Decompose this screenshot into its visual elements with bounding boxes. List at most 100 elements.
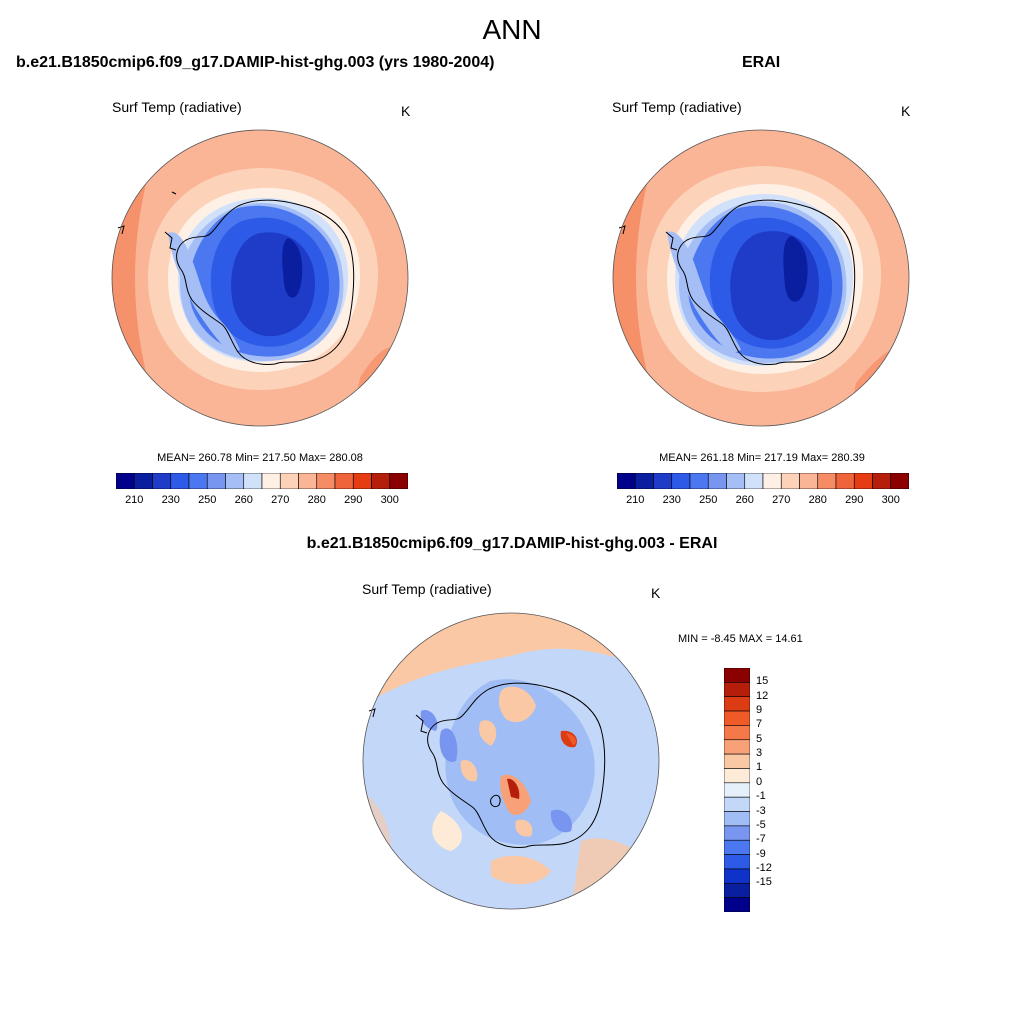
obs-colorbar-tick-label: 230: [662, 494, 681, 506]
model-colorbar-box: [170, 473, 190, 489]
model-colorbar-box: [225, 473, 245, 489]
diff-colorbar-box: [724, 796, 750, 812]
diff-colorbar-box: [724, 725, 750, 741]
obs-colorbar-box: [726, 473, 746, 489]
diff-colorbar-tick-label: 0: [756, 775, 763, 788]
obs-polar-map: [612, 129, 910, 427]
obs-variable-label: Surf Temp (radiative): [612, 99, 742, 115]
obs-colorbar-box: [617, 473, 636, 489]
model-colorbar-tick-label: 210: [125, 494, 144, 506]
model-panel-title: b.e21.B1850cmip6.f09_g17.DAMIP-hist-ghg.…: [16, 54, 495, 71]
model-colorbar-box: [188, 473, 208, 489]
model-polar-map: [111, 129, 409, 427]
diff-colorbar-box: [724, 782, 750, 798]
obs-colorbar: [617, 473, 909, 489]
diff-colorbar-box: [724, 710, 750, 726]
diff-colorbar-tick-label: -9: [756, 847, 766, 860]
model-colorbar-box: [316, 473, 336, 489]
diff-colorbar-box: [724, 682, 750, 698]
obs-colorbar-box: [890, 473, 909, 489]
obs-colorbar-labels: 210 230 250 260 270 280 290 300: [617, 494, 909, 508]
obs-panel-title: ERAI: [742, 54, 781, 71]
model-colorbar-box: [116, 473, 135, 489]
diff-colorbar-tick-label: 12: [756, 689, 769, 702]
diff-colorbar-box: [724, 739, 750, 755]
obs-colorbar-box: [853, 473, 873, 489]
diff-colorbar-tick-label: -1: [756, 790, 766, 803]
diff-colorbar-box: [724, 825, 750, 841]
model-colorbar-box: [206, 473, 226, 489]
obs-colorbar-tick-label: 210: [626, 494, 645, 506]
model-colorbar-box: [243, 473, 263, 489]
model-colorbar-tick-label: 300: [380, 494, 399, 506]
obs-colorbar-box: [872, 473, 892, 489]
model-colorbar-labels: 210 230 250 260 270 280 290 300: [116, 494, 408, 508]
obs-colorbar-box: [835, 473, 855, 489]
diff-colorbar-box: [724, 753, 750, 769]
diff-colorbar-box: [724, 854, 750, 870]
model-variable-label: Surf Temp (radiative): [112, 99, 242, 115]
diff-colorbar-tick-label: 5: [756, 732, 763, 745]
model-colorbar-box: [279, 473, 299, 489]
obs-colorbar-box: [671, 473, 691, 489]
obs-colorbar-tick-label: 250: [699, 494, 718, 506]
diff-colorbar-tick-label: 3: [756, 747, 763, 760]
model-colorbar-box: [298, 473, 318, 489]
diff-colorbar-tick-label: -7: [756, 833, 766, 846]
model-colorbar-box: [133, 473, 153, 489]
obs-colorbar-tick-label: 290: [845, 494, 864, 506]
main-title: ANN: [482, 14, 542, 45]
model-colorbar-tick-label: 230: [161, 494, 180, 506]
diff-colorbar-box: [724, 897, 750, 912]
diff-colorbar-tick-label: 7: [756, 718, 763, 731]
diff-colorbar: [724, 668, 750, 912]
model-colorbar-box: [389, 473, 408, 489]
obs-colorbar-tick-label: 260: [735, 494, 754, 506]
obs-colorbar-box: [744, 473, 764, 489]
diff-stats-label: MIN = -8.45 MAX = 14.61: [678, 633, 803, 645]
diff-colorbar-box: [724, 696, 750, 712]
obs-colorbar-box: [707, 473, 727, 489]
obs-colorbar-box: [762, 473, 782, 489]
diff-colorbar-tick-label: -15: [756, 876, 772, 889]
model-colorbar-box: [334, 473, 354, 489]
diff-polar-map: [362, 612, 660, 910]
diff-panel-title: b.e21.B1850cmip6.f09_g17.DAMIP-hist-ghg.…: [306, 535, 718, 552]
diff-colorbar-tick-label: 1: [756, 761, 763, 774]
model-colorbar-tick-label: 250: [198, 494, 217, 506]
diff-colorbar-tick-label: -12: [756, 861, 772, 874]
model-stats-label: MEAN= 260.78 Min= 217.50 Max= 280.08: [157, 452, 363, 464]
obs-stats-label: MEAN= 261.18 Min= 217.19 Max= 280.39: [659, 452, 865, 464]
diff-colorbar-tick-label: -3: [756, 804, 766, 817]
obs-colorbar-tick-label: 280: [808, 494, 827, 506]
diff-colorbar-tick-label: -5: [756, 818, 766, 831]
obs-colorbar-box: [780, 473, 800, 489]
diff-colorbar-box: [724, 868, 750, 884]
obs-colorbar-tick-label: 300: [881, 494, 900, 506]
diff-colorbar-box: [724, 668, 750, 683]
diff-units-label: K: [651, 585, 661, 601]
model-colorbar-box: [371, 473, 391, 489]
obs-colorbar-box: [817, 473, 837, 489]
model-colorbar: [116, 473, 408, 489]
diff-colorbar-box: [724, 811, 750, 827]
obs-colorbar-box: [634, 473, 654, 489]
diff-colorbar-labels: 15 12 9 7 5 3 1 0 -1 -3 -5 -7 -9 -12 -15: [756, 668, 796, 912]
diff-variable-label: Surf Temp (radiative): [362, 581, 492, 597]
obs-colorbar-box: [799, 473, 819, 489]
diff-colorbar-tick-label: 9: [756, 704, 763, 717]
model-units-label: K: [401, 103, 411, 119]
obs-colorbar-tick-label: 270: [772, 494, 791, 506]
obs-units-label: K: [901, 103, 911, 119]
model-colorbar-box: [352, 473, 372, 489]
model-colorbar-tick-label: 270: [271, 494, 290, 506]
diff-colorbar-box: [724, 768, 750, 784]
model-colorbar-tick-label: 280: [307, 494, 326, 506]
diff-colorbar-tick-label: 15: [756, 675, 769, 688]
model-colorbar-tick-label: 290: [344, 494, 363, 506]
diff-colorbar-box: [724, 839, 750, 855]
diff-colorbar-box: [724, 882, 750, 898]
obs-colorbar-box: [689, 473, 709, 489]
model-colorbar-tick-label: 260: [234, 494, 253, 506]
model-colorbar-box: [152, 473, 172, 489]
